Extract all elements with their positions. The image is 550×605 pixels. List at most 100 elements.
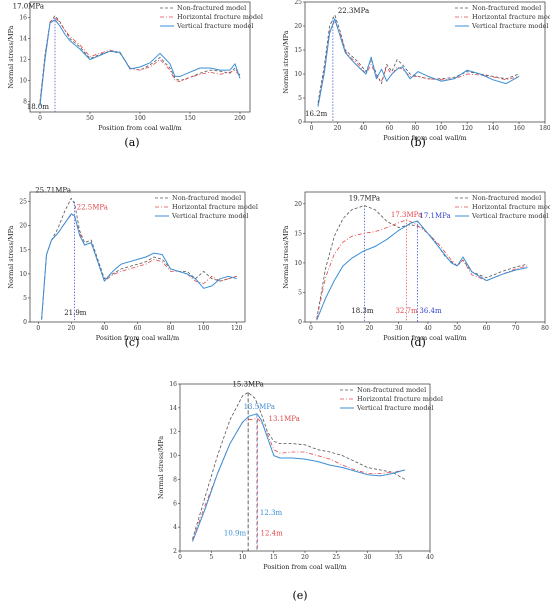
y-tick-label: 14 (169, 405, 177, 412)
x-tick-label: 120 (461, 125, 473, 132)
x-tick-label: 10 (336, 325, 344, 332)
y-axis-label: Normal stress/MPa (7, 25, 15, 88)
x-tick-label: 60 (386, 125, 394, 132)
data-annotation: 36.4m (419, 307, 442, 315)
legend-entry: Horizontal fracture model (357, 395, 443, 403)
y-tick-label: 0 (298, 119, 302, 126)
legend-entry: Vertical fracture model (356, 404, 433, 412)
series-line (317, 20, 520, 106)
x-tick-label: 40 (426, 554, 434, 561)
y-tick-label: 10 (294, 260, 302, 267)
x-tick-label: 0 (310, 125, 314, 132)
plot-frame (304, 1, 546, 123)
y-axis-label: Normal stress/MPa (282, 225, 290, 288)
x-axis-label: Position from coal wall/m (96, 334, 179, 342)
y-tick-label: 0 (23, 319, 27, 326)
y-axis-label: Normal stress/MPa (282, 30, 290, 93)
series-line (192, 391, 406, 540)
y-tick-label: 8 (23, 99, 27, 106)
series-line (39, 17, 241, 104)
x-tick-label: 100 (134, 115, 146, 122)
y-axis-label: Normal stress/MPa (7, 225, 15, 288)
data-annotation: 10.9m (224, 529, 247, 537)
y-tick-label: 2 (173, 548, 177, 555)
data-annotation: 17.0MPa (13, 3, 44, 11)
x-tick-label: 60 (483, 325, 491, 332)
x-tick-label: 160 (513, 125, 525, 132)
series-line (41, 197, 237, 320)
data-annotation: 19.7MPa (349, 195, 380, 203)
y-tick-label: 15 (19, 247, 27, 254)
y-tick-label: 10 (19, 271, 27, 278)
x-tick-label: 0 (38, 115, 42, 122)
legend-entry: Vertical fracture model (176, 22, 253, 30)
x-tick-label: 20 (301, 554, 309, 561)
y-tick-label: 25 (294, 0, 302, 6)
series-line (316, 205, 528, 320)
y-axis-label: Normal stress/MPa (157, 436, 165, 499)
y-tick-label: 10 (19, 78, 27, 85)
y-tick-label: 4 (173, 524, 177, 531)
y-tick-label: 5 (298, 289, 302, 296)
data-annotation: 21.9m (64, 309, 87, 317)
x-tick-label: 50 (86, 115, 94, 122)
x-tick-label: 10 (239, 554, 247, 561)
legend-entry: Horizontal fracture model (177, 13, 263, 21)
y-tick-label: 5 (23, 295, 27, 302)
x-tick-label: 0 (309, 325, 313, 332)
x-tick-label: 100 (435, 125, 447, 132)
data-annotation: 25.71MPa (35, 186, 71, 194)
chart-panel: 0 20 40 60 80 100 120 140 160 180 0 5 10 15 20 25 Positi… (282, 0, 550, 149)
legend-entry: Non-fractured model (357, 386, 426, 394)
x-tick-label: 60 (134, 325, 142, 332)
y-tick-label: 12 (169, 429, 177, 436)
x-tick-label: 20 (366, 325, 374, 332)
x-axis-label: Position from coal wall/m (98, 124, 181, 132)
data-annotation: 12.3m (260, 509, 283, 517)
chart-panel: 0 20 40 60 80 100 120 0 5 10 15 20 25 Position from c… (7, 186, 258, 349)
data-annotation: 17.1MPa (419, 212, 450, 220)
y-tick-label: 10 (169, 453, 177, 460)
x-tick-label: 50 (453, 325, 461, 332)
y-tick-label: 20 (294, 23, 302, 30)
legend-entry: Non-fractured model (472, 4, 541, 12)
data-annotation: 18.0m (27, 103, 50, 111)
panel-label: (e) (292, 589, 307, 602)
x-tick-label: 80 (541, 325, 549, 332)
x-tick-label: 120 (231, 325, 243, 332)
series-line (41, 213, 237, 320)
y-tick-label: 25 (19, 199, 27, 206)
x-tick-label: 40 (101, 325, 109, 332)
y-tick-label: 20 (294, 201, 302, 208)
x-tick-label: 70 (512, 325, 520, 332)
chart-panel: 0 5 10 15 20 25 30 35 40 2 4 6 8 10 12 14 16 Position fro… (157, 380, 443, 602)
x-tick-label: 150 (184, 115, 196, 122)
data-annotation: 32.7m (395, 307, 418, 315)
panel-label: (d) (410, 336, 426, 349)
data-annotation: 12.4m (261, 529, 284, 537)
legend-entry: Vertical fracture model (471, 212, 548, 220)
x-tick-label: 40 (424, 325, 432, 332)
x-tick-label: 100 (198, 325, 210, 332)
legend-entry: Horizontal fracture model (472, 13, 550, 21)
data-annotation: 18.3m (351, 307, 374, 315)
legend-entry: Vertical fracture model (171, 212, 248, 220)
chart-panel: 0 50 100 150 200 8 10 12 14 16 Position from coal … (7, 1, 263, 149)
y-tick-label: 15 (294, 47, 302, 54)
legend-entry: Horizontal fracture model (172, 203, 258, 211)
chart-panel: 0 10 20 30 40 50 60 70 80 0 5 10 15 20 Position from c… (282, 191, 550, 349)
plot-frame (304, 191, 546, 323)
data-annotation: 22.5MPa (77, 204, 108, 212)
x-tick-label: 140 (487, 125, 499, 132)
x-tick-label: 180 (539, 125, 550, 132)
y-tick-label: 12 (19, 57, 27, 64)
y-tick-label: 5 (298, 95, 302, 102)
x-tick-label: 0 (178, 554, 182, 561)
x-tick-label: 30 (395, 325, 403, 332)
series-line (317, 14, 520, 103)
legend-entry: Non-fractured model (172, 194, 241, 202)
series-line (39, 15, 241, 102)
y-tick-label: 10 (294, 71, 302, 78)
x-tick-label: 25 (332, 554, 340, 561)
